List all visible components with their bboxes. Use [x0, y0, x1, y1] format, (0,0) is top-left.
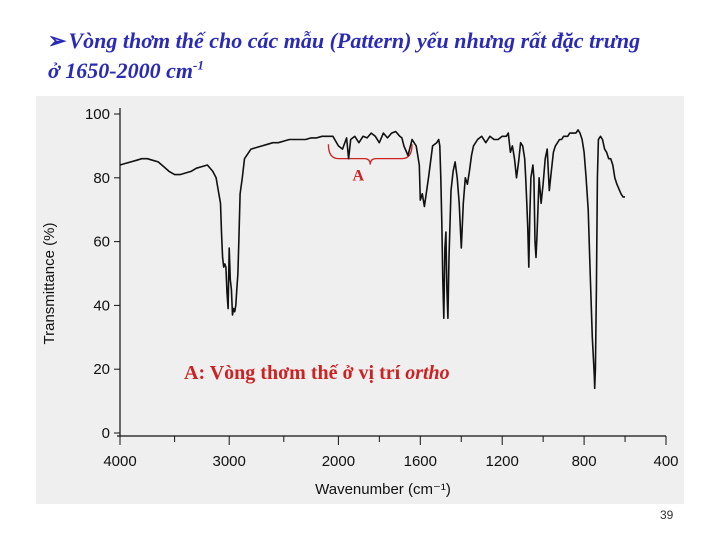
series-layer — [119, 129, 625, 390]
axes-layer: 0 20 40 60 80 100 4000 3000 2000 1600 1200 800 400 Wa… — [41, 106, 679, 498]
region-a-label: A — [352, 168, 364, 185]
annotation-prefix: A: Vòng thơm thế ở vị trí — [184, 362, 405, 384]
y-tick-label: 100 — [85, 106, 110, 123]
ir-spectrum-chart: 0 20 40 60 80 100 4000 3000 2000 1600 1200 800 400 Wa… — [41, 106, 679, 498]
y-tick-label: 80 — [93, 170, 110, 187]
annotation-emphasis: ortho — [405, 362, 449, 384]
y-tick-label: 40 — [93, 297, 110, 314]
page-number: 39 — [660, 508, 674, 522]
y-tick-label: 0 — [102, 425, 110, 442]
x-tick-label: 4000 — [103, 453, 136, 470]
title-line-1: ➢Vòng thơm thế cho các mẫu (Pattern) yếu… — [48, 26, 708, 56]
x-tick-label: 400 — [653, 453, 678, 470]
x-tick-label: 2000 — [322, 453, 355, 470]
title-line-2-text: ở 1650-2000 cm — [48, 58, 194, 83]
y-axis-title: Transmittance (%) — [41, 223, 58, 345]
x-axis-title: Wavenumber (cm⁻¹) — [315, 481, 451, 498]
x-tick-label: 1600 — [404, 453, 437, 470]
x-tick-label: 3000 — [213, 453, 246, 470]
spectrum-line — [119, 129, 625, 390]
region-a-marker: A — [327, 144, 413, 185]
y-tick-label: 60 — [93, 234, 110, 251]
ortho-annotation: A: Vòng thơm thế ở vị trí ortho — [184, 362, 450, 384]
slide-title: ➢Vòng thơm thế cho các mẫu (Pattern) yếu… — [48, 26, 708, 86]
title-line-1-text: Vòng thơm thế cho các mẫu (Pattern) yếu … — [68, 28, 641, 53]
x-tick-label: 1200 — [486, 453, 519, 470]
y-tick-label: 20 — [93, 361, 110, 378]
title-bullet: ➢ — [48, 28, 67, 53]
title-line-2-superscript: -1 — [193, 57, 204, 73]
region-a-bracket — [327, 144, 413, 165]
chart-panel: 0 20 40 60 80 100 4000 3000 2000 1600 1200 800 400 Wa… — [36, 96, 684, 504]
x-tick-label: 800 — [572, 453, 597, 470]
title-line-2: ở 1650-2000 cm-1 — [48, 56, 708, 86]
